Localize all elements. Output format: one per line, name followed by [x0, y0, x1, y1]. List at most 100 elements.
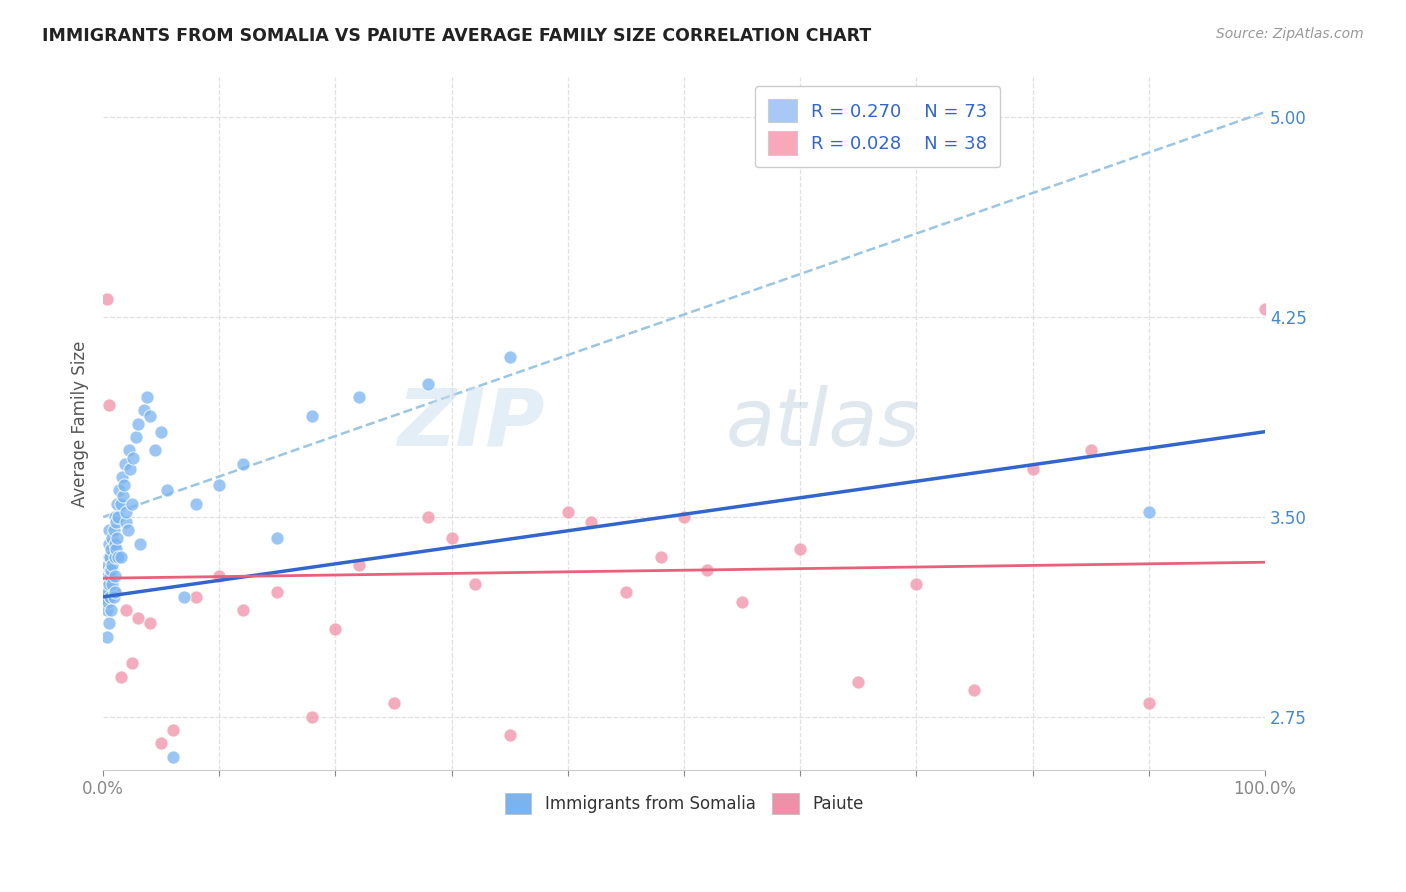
Point	[96, 603, 118, 617]
Point	[208, 568, 231, 582]
Point	[184, 590, 207, 604]
Point	[1254, 302, 1277, 317]
Point	[325, 622, 347, 636]
Text: IMMIGRANTS FROM SOMALIA VS PAIUTE AVERAGE FAMILY SIZE CORRELATION CHART: IMMIGRANTS FROM SOMALIA VS PAIUTE AVERAG…	[42, 27, 872, 45]
Point	[104, 584, 127, 599]
Point	[464, 576, 486, 591]
Point	[145, 443, 167, 458]
Point	[94, 584, 117, 599]
Point	[301, 409, 323, 423]
Point	[101, 558, 124, 572]
Point	[97, 595, 120, 609]
Text: Source: ZipAtlas.com: Source: ZipAtlas.com	[1216, 27, 1364, 41]
Point	[118, 462, 141, 476]
Point	[110, 549, 132, 564]
Point	[94, 595, 117, 609]
Point	[104, 568, 127, 582]
Point	[97, 568, 120, 582]
Text: atlas: atlas	[725, 384, 921, 463]
Point	[132, 403, 155, 417]
Point	[97, 558, 120, 572]
Point	[1137, 697, 1160, 711]
Point	[114, 457, 136, 471]
Point	[121, 497, 143, 511]
Point	[156, 483, 179, 498]
Point	[104, 584, 127, 599]
Point	[138, 616, 160, 631]
Point	[100, 541, 122, 556]
Point	[232, 603, 254, 617]
Point	[97, 616, 120, 631]
Point	[97, 398, 120, 412]
Point	[115, 603, 138, 617]
Point	[97, 523, 120, 537]
Point	[731, 595, 754, 609]
Point	[232, 457, 254, 471]
Point	[963, 683, 986, 698]
Point	[115, 505, 138, 519]
Point	[107, 510, 129, 524]
Point	[499, 350, 522, 364]
Point	[557, 505, 579, 519]
Point	[100, 603, 122, 617]
Point	[184, 497, 207, 511]
Point	[418, 510, 440, 524]
Point	[111, 489, 134, 503]
Point	[104, 549, 127, 564]
Point	[103, 523, 125, 537]
Point	[150, 425, 173, 439]
Point	[121, 657, 143, 671]
Point	[105, 497, 128, 511]
Point	[96, 292, 118, 306]
Point	[499, 728, 522, 742]
Point	[110, 497, 132, 511]
Point	[97, 584, 120, 599]
Point	[1137, 505, 1160, 519]
Point	[173, 590, 195, 604]
Point	[696, 563, 718, 577]
Point	[382, 697, 405, 711]
Point	[127, 611, 149, 625]
Point	[104, 516, 127, 530]
Point	[1080, 443, 1102, 458]
Point	[162, 749, 184, 764]
Point	[97, 549, 120, 564]
Point	[347, 390, 370, 404]
Point	[111, 470, 134, 484]
Point	[112, 478, 135, 492]
Point	[789, 541, 811, 556]
Text: ZIP: ZIP	[398, 384, 544, 463]
Point	[117, 523, 139, 537]
Point	[103, 590, 125, 604]
Point	[104, 541, 127, 556]
Point	[579, 516, 602, 530]
Point	[614, 584, 637, 599]
Point	[138, 409, 160, 423]
Point	[347, 558, 370, 572]
Point	[905, 576, 928, 591]
Point	[98, 568, 121, 582]
Point	[100, 568, 122, 582]
Point	[96, 630, 118, 644]
Point	[1021, 462, 1043, 476]
Point	[98, 563, 121, 577]
Point	[93, 590, 115, 604]
Point	[98, 590, 121, 604]
Point	[101, 531, 124, 545]
Point	[110, 670, 132, 684]
Point	[440, 531, 463, 545]
Point	[129, 536, 152, 550]
Point	[108, 483, 131, 498]
Point	[124, 430, 146, 444]
Point	[107, 549, 129, 564]
Point	[162, 723, 184, 737]
Point	[127, 417, 149, 431]
Point	[122, 451, 145, 466]
Point	[100, 563, 122, 577]
Point	[105, 531, 128, 545]
Point	[97, 536, 120, 550]
Point	[96, 563, 118, 577]
Y-axis label: Average Family Size: Average Family Size	[72, 341, 89, 507]
Point	[118, 443, 141, 458]
Point	[266, 584, 288, 599]
